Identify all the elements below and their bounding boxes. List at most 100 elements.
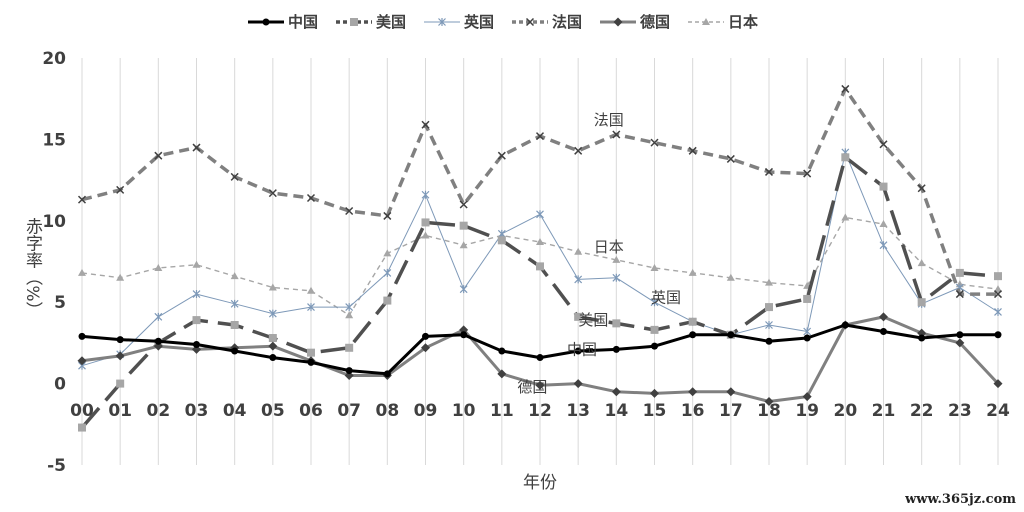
data-point-fr bbox=[726, 154, 735, 163]
data-point-us bbox=[307, 348, 315, 357]
legend-item-us: 美国 bbox=[336, 13, 406, 31]
legend-label: 中国 bbox=[288, 13, 318, 31]
data-point-us bbox=[421, 218, 430, 227]
data-point-fr bbox=[306, 193, 316, 203]
data-point-de bbox=[268, 341, 278, 351]
annotation-label: 德国 bbox=[517, 378, 547, 396]
data-point-fr bbox=[803, 169, 812, 178]
data-point-jp bbox=[268, 283, 277, 291]
annotation-label: 日本 bbox=[594, 238, 624, 256]
data-point-de bbox=[650, 388, 659, 398]
data-point-fr bbox=[993, 290, 1003, 299]
x-tick-label: 18 bbox=[757, 401, 781, 421]
data-point-jp bbox=[192, 260, 201, 268]
data-point-us bbox=[268, 334, 277, 343]
data-point-fr bbox=[116, 185, 125, 194]
data-point-cn bbox=[116, 336, 124, 344]
data-point-cn bbox=[154, 337, 162, 345]
x-tick-label: 08 bbox=[375, 401, 399, 421]
data-point-uk bbox=[268, 309, 277, 318]
data-point-de bbox=[611, 387, 621, 397]
data-point-cn bbox=[345, 367, 353, 375]
legend-label: 美国 bbox=[376, 13, 406, 31]
y-axis: -5 0 5 10 15 20 bbox=[42, 49, 66, 476]
legend-item-fr: 法国 bbox=[512, 13, 582, 31]
data-point-us bbox=[612, 319, 621, 328]
data-point-de bbox=[955, 338, 965, 348]
data-point-uk bbox=[803, 327, 812, 336]
data-point-fr bbox=[192, 143, 201, 152]
data-point-fr bbox=[955, 290, 964, 299]
data-point-cn bbox=[307, 358, 315, 366]
data-point-cn bbox=[841, 321, 849, 329]
x-tick-label: 12 bbox=[528, 401, 552, 421]
legend-marker bbox=[262, 18, 270, 26]
data-point-jp bbox=[154, 264, 163, 272]
data-point-cn bbox=[612, 345, 620, 353]
data-point-cn bbox=[269, 354, 277, 362]
legend-label: 日本 bbox=[728, 13, 758, 31]
data-point-fr bbox=[879, 140, 888, 149]
x-tick-label: 03 bbox=[185, 401, 209, 421]
data-point-jp bbox=[574, 247, 583, 255]
x-tick-label: 15 bbox=[643, 401, 667, 421]
x-tick-label: 14 bbox=[604, 401, 628, 421]
data-point-jp bbox=[879, 220, 888, 228]
data-point-jp bbox=[536, 237, 544, 245]
series-jp bbox=[78, 213, 1002, 319]
data-point-us bbox=[116, 379, 125, 388]
data-point-jp bbox=[230, 272, 239, 280]
annotation-label: 英国 bbox=[651, 288, 681, 306]
data-point-uk bbox=[230, 299, 239, 308]
data-point-uk bbox=[879, 241, 888, 250]
data-point-uk bbox=[650, 298, 659, 307]
data-point-uk bbox=[765, 320, 773, 329]
data-point-uk bbox=[383, 268, 392, 277]
data-point-fr bbox=[841, 84, 850, 93]
y-tick-label: -5 bbox=[47, 456, 66, 476]
data-point-cn bbox=[231, 347, 239, 355]
data-point-de bbox=[764, 397, 774, 407]
data-point-cn bbox=[880, 328, 887, 336]
data-point-uk bbox=[345, 303, 354, 312]
data-point-uk bbox=[192, 290, 201, 299]
data-point-fr bbox=[154, 151, 163, 160]
data-point-de bbox=[573, 379, 583, 389]
data-point-de bbox=[726, 387, 736, 397]
data-point-jp bbox=[841, 213, 850, 221]
annotation-label: 法国 bbox=[594, 111, 624, 129]
data-point-us bbox=[574, 312, 583, 321]
data-point-fr bbox=[421, 120, 430, 129]
x-tick-label: 22 bbox=[910, 401, 934, 421]
y-tick-label: 15 bbox=[42, 130, 66, 150]
x-tick-label: 23 bbox=[948, 401, 972, 421]
x-tick-label: 16 bbox=[681, 401, 705, 421]
data-point-cn bbox=[994, 331, 1002, 339]
data-point-fr bbox=[383, 211, 392, 220]
data-point-uk bbox=[536, 210, 544, 219]
data-point-cn bbox=[78, 332, 86, 340]
data-point-fr bbox=[688, 146, 697, 155]
data-point-us bbox=[536, 262, 544, 271]
data-point-de bbox=[77, 356, 87, 366]
x-tick-label: 11 bbox=[490, 401, 514, 421]
data-point-jp bbox=[421, 231, 430, 239]
data-point-jp bbox=[688, 268, 697, 276]
series-cn bbox=[78, 321, 1002, 378]
data-point-jp bbox=[612, 255, 621, 263]
x-axis: 00 01 02 03 04 05 06 07 08 09 10 11 12 13 14 15 16 17 18 19… bbox=[70, 401, 1010, 421]
data-point-uk bbox=[307, 303, 315, 312]
legend-marker bbox=[613, 17, 623, 27]
x-tick-label: 00 bbox=[70, 401, 94, 421]
annotation-label: 中国 bbox=[567, 340, 597, 358]
x-tick-label: 17 bbox=[719, 401, 743, 421]
data-point-cn bbox=[956, 331, 964, 339]
data-point-fr bbox=[77, 195, 87, 204]
data-point-jp bbox=[383, 249, 392, 257]
legend-marker bbox=[702, 18, 710, 25]
data-point-fr bbox=[764, 167, 774, 176]
data-point-cn bbox=[536, 354, 544, 362]
data-point-jp bbox=[78, 268, 86, 276]
